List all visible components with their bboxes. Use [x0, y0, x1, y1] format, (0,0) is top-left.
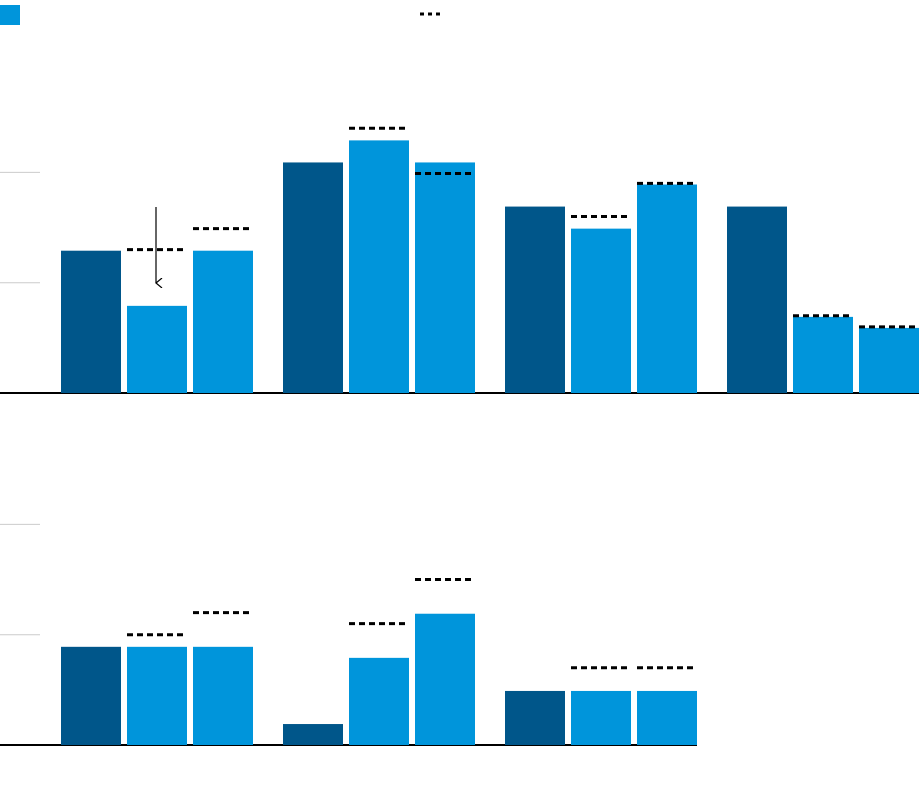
bar	[61, 646, 121, 745]
bar	[283, 724, 343, 745]
bar	[193, 250, 253, 393]
bar	[283, 162, 343, 393]
bar	[349, 140, 409, 393]
bar	[637, 184, 697, 393]
bar	[505, 206, 565, 393]
bar	[127, 646, 187, 745]
bar	[727, 206, 787, 393]
bar	[349, 657, 409, 745]
bar	[571, 228, 631, 393]
bar	[793, 316, 853, 393]
plot-area	[0, 126, 919, 746]
bar	[415, 613, 475, 745]
bar	[415, 162, 475, 393]
legend-swatch	[0, 5, 20, 25]
bar	[571, 690, 631, 745]
bar	[859, 327, 919, 393]
bar	[637, 690, 697, 745]
bar	[61, 250, 121, 393]
bar	[127, 305, 187, 393]
bar	[505, 690, 565, 745]
bar	[193, 646, 253, 745]
